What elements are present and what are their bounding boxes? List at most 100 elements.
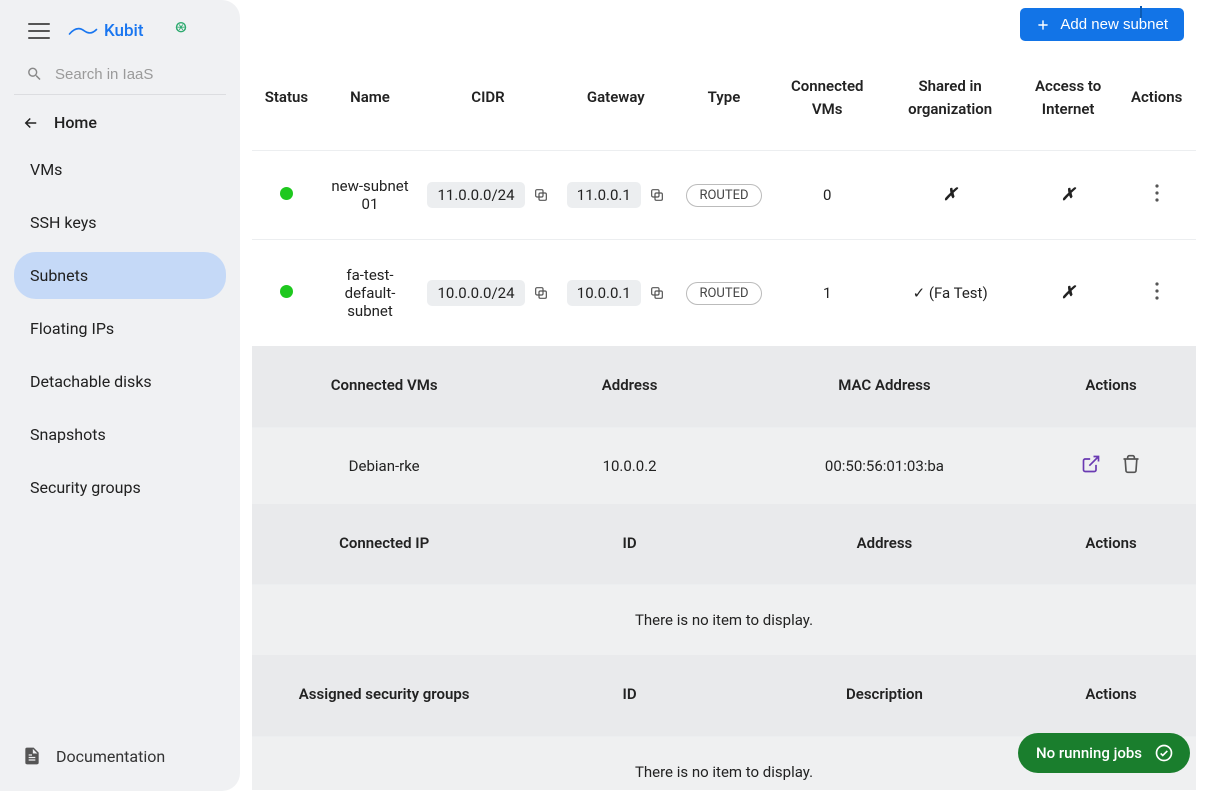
nav-item-label: Subnets [30, 266, 88, 285]
gateway-chip: 11.0.0.1 [567, 182, 641, 208]
cidr-chip: 11.0.0.0/24 [427, 182, 524, 208]
table-row[interactable]: new-subnet 01 11.0.0.0/24 11.0.0.1 [252, 151, 1196, 240]
brand-wave-icon [68, 23, 98, 39]
add-subnet-button[interactable]: Add new subnet [1020, 8, 1184, 41]
nav-back-home[interactable]: Home [0, 99, 240, 146]
sub-col-address: Address [743, 514, 1026, 585]
col-connected-vms: Connected VMs [773, 57, 881, 151]
arrow-left-icon [22, 114, 40, 132]
open-external-icon[interactable] [1081, 454, 1101, 474]
col-type: Type [675, 57, 773, 151]
jobs-status-badge[interactable]: No running jobs [1018, 733, 1190, 773]
vm-mac: 00:50:56:01:03:ba [743, 427, 1026, 504]
cell-name: new-subnet 01 [321, 151, 419, 240]
nav-item-security-groups[interactable]: Security groups [14, 464, 226, 511]
nav-item-detachable-disks[interactable]: Detachable disks [14, 358, 226, 405]
empty-row: There is no item to display. [252, 585, 1196, 656]
copy-icon[interactable] [533, 187, 549, 203]
cell-internet: ✗ [1061, 185, 1075, 205]
sub-col-name: Connected IP [252, 514, 516, 585]
content-scroll[interactable]: Status Name CIDR Gateway Type Connected … [240, 49, 1208, 790]
sub-col-actions: Actions [1026, 514, 1196, 585]
sub-col-desc: Description [743, 665, 1026, 736]
documentation-label: Documentation [56, 747, 165, 766]
documentation-link[interactable]: Documentation [0, 727, 240, 791]
nav-item-label: Security groups [30, 478, 141, 497]
row-actions-menu[interactable] [1155, 183, 1159, 207]
add-button-label: Add new subnet [1060, 16, 1168, 33]
vm-address: 10.0.0.2 [516, 427, 743, 504]
connected-vms-table: Connected VMs Address MAC Address Action… [252, 356, 1196, 504]
col-shared: Shared in organization [881, 57, 1019, 151]
cidr-chip: 10.0.0.0/24 [427, 280, 524, 306]
nav-list: VMs SSH keys Subnets Floating IPs Detach… [0, 146, 240, 517]
nav-item-label: Floating IPs [30, 319, 114, 338]
brand-logo[interactable]: Kubit [68, 21, 144, 41]
type-pill: ROUTED [686, 184, 761, 207]
nav-item-label: VMs [30, 160, 62, 179]
col-name: Name [321, 57, 419, 151]
nav-item-label: SSH keys [30, 213, 97, 232]
row-actions-menu[interactable] [1155, 281, 1159, 305]
cell-connected-vms: 1 [773, 240, 881, 347]
check-circle-icon [1154, 743, 1174, 763]
main-content: Add new subnet Status Name CIDR Gateway [240, 0, 1208, 791]
cell-shared: ✓ (Fa Test) [913, 284, 988, 302]
type-pill: ROUTED [686, 282, 761, 305]
col-cidr: CIDR [419, 57, 557, 151]
gateway-chip: 10.0.0.1 [567, 280, 641, 306]
sub-table-row: Debian-rke 10.0.0.2 00:50:56:01:03:ba [252, 427, 1196, 504]
status-dot [280, 187, 293, 200]
search-icon [26, 64, 43, 84]
status-dot [280, 285, 293, 298]
vm-name: Debian-rke [252, 427, 516, 504]
sub-col-name: Assigned security groups [252, 665, 516, 736]
search-bar[interactable] [0, 58, 240, 94]
nav-item-floating-ips[interactable]: Floating IPs [14, 305, 226, 352]
sidebar-header: Kubit [0, 0, 240, 58]
col-gateway: Gateway [557, 57, 675, 151]
cursor-mark [1140, 6, 1142, 18]
table-row[interactable]: fa-test-default-subnet 10.0.0.0/24 10.0.… [252, 240, 1196, 347]
cell-name: fa-test-default-subnet [321, 240, 419, 347]
copy-icon[interactable] [649, 285, 665, 301]
col-actions: Actions [1117, 57, 1196, 151]
jobs-label: No running jobs [1036, 744, 1142, 762]
sub-col-actions: Actions [1026, 356, 1196, 427]
topbar: Add new subnet [240, 0, 1208, 49]
subnets-table: Status Name CIDR Gateway Type Connected … [252, 57, 1196, 790]
brand-name: Kubit [104, 21, 144, 41]
nav-back-label: Home [54, 113, 97, 132]
sub-col-mac: MAC Address [743, 356, 1026, 427]
nav-item-snapshots[interactable]: Snapshots [14, 411, 226, 458]
sub-col-id: ID [516, 514, 743, 585]
divider [14, 94, 226, 95]
table-header-row: Status Name CIDR Gateway Type Connected … [252, 57, 1196, 151]
plus-icon [1036, 18, 1050, 32]
connected-ip-table: Connected IP ID Address Actions [252, 514, 1196, 656]
sub-col-address: Address [516, 356, 743, 427]
sub-col-id: ID [516, 665, 743, 736]
nav-item-subnets[interactable]: Subnets [14, 252, 226, 299]
cell-connected-vms: 0 [773, 151, 881, 240]
trash-icon[interactable] [1121, 454, 1141, 474]
nav-item-ssh-keys[interactable]: SSH keys [14, 199, 226, 246]
empty-message: There is no item to display. [252, 585, 1196, 656]
cell-internet: ✗ [1061, 283, 1075, 303]
nav-item-label: Snapshots [30, 425, 106, 444]
copy-icon[interactable] [649, 187, 665, 203]
partner-logo-icon [172, 20, 190, 42]
copy-icon[interactable] [533, 285, 549, 301]
nav-item-label: Detachable disks [30, 372, 152, 391]
expanded-detail: Connected VMs Address MAC Address Action… [252, 346, 1196, 790]
sidebar: Kubit Home VMs SSH keys Subnets Floating… [0, 0, 240, 791]
sub-col-name: Connected VMs [252, 356, 516, 427]
cell-shared: ✗ [943, 185, 957, 205]
menu-icon[interactable] [28, 23, 50, 39]
document-icon [22, 745, 42, 767]
nav-item-vms[interactable]: VMs [14, 146, 226, 193]
col-internet: Access to Internet [1019, 57, 1117, 151]
search-input[interactable] [55, 66, 220, 83]
sub-col-actions: Actions [1026, 665, 1196, 736]
col-status: Status [252, 57, 321, 151]
